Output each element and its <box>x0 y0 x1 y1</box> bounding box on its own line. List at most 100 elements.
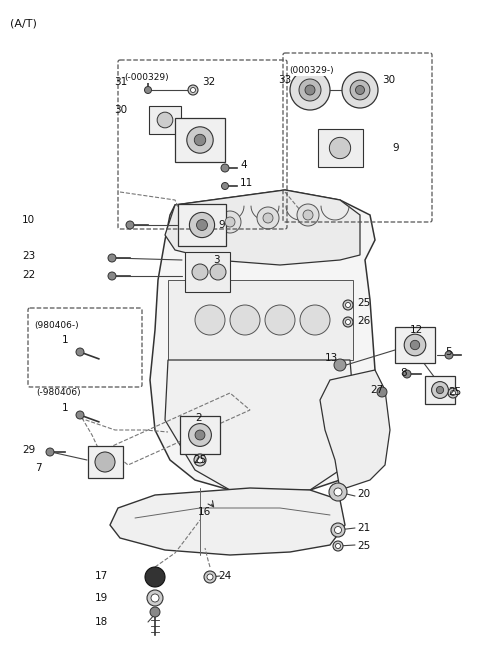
Text: 13: 13 <box>325 353 338 363</box>
Bar <box>175 118 225 162</box>
Circle shape <box>204 571 216 583</box>
Bar <box>178 204 226 246</box>
Circle shape <box>257 207 279 229</box>
Circle shape <box>350 80 370 100</box>
Circle shape <box>329 483 347 501</box>
Circle shape <box>46 448 54 456</box>
Circle shape <box>333 541 343 551</box>
Text: 1: 1 <box>62 335 69 345</box>
Circle shape <box>194 134 206 146</box>
Circle shape <box>221 182 228 190</box>
Bar <box>168 280 353 360</box>
Circle shape <box>187 127 213 154</box>
Circle shape <box>96 453 115 472</box>
Circle shape <box>95 452 115 472</box>
Polygon shape <box>110 488 345 555</box>
Text: 31: 31 <box>114 77 127 87</box>
Circle shape <box>219 211 241 233</box>
Bar <box>425 376 455 404</box>
Circle shape <box>144 87 152 94</box>
Text: 2: 2 <box>195 413 202 423</box>
Text: 23: 23 <box>22 251 35 261</box>
Circle shape <box>335 527 341 533</box>
Bar <box>318 129 363 167</box>
Circle shape <box>194 454 206 466</box>
Text: 33: 33 <box>278 75 291 85</box>
Text: (-980406): (-980406) <box>36 388 81 397</box>
Circle shape <box>195 305 225 335</box>
Circle shape <box>225 217 235 227</box>
Circle shape <box>334 359 346 371</box>
Circle shape <box>210 264 226 280</box>
Circle shape <box>101 458 109 466</box>
Circle shape <box>445 351 453 359</box>
Polygon shape <box>165 190 360 265</box>
Text: 7: 7 <box>35 463 42 473</box>
Text: 10: 10 <box>22 215 35 225</box>
Circle shape <box>230 305 260 335</box>
Circle shape <box>108 254 116 262</box>
Text: 21: 21 <box>357 523 370 533</box>
Text: 29: 29 <box>22 445 35 455</box>
Circle shape <box>192 264 208 280</box>
Circle shape <box>195 430 205 440</box>
Circle shape <box>188 85 198 95</box>
Text: (-000329): (-000329) <box>124 73 168 82</box>
Circle shape <box>334 488 342 496</box>
Polygon shape <box>165 360 355 490</box>
Text: 30: 30 <box>382 75 395 85</box>
Text: 18: 18 <box>95 617 108 627</box>
Circle shape <box>432 382 448 398</box>
Circle shape <box>329 137 350 159</box>
Circle shape <box>403 370 411 378</box>
Circle shape <box>356 85 364 94</box>
Polygon shape <box>150 190 375 495</box>
Text: 22: 22 <box>22 270 35 280</box>
Circle shape <box>76 411 84 419</box>
Bar <box>180 416 220 454</box>
Text: 20: 20 <box>357 489 370 499</box>
Circle shape <box>145 567 165 587</box>
Circle shape <box>76 348 84 356</box>
Circle shape <box>305 85 315 95</box>
Text: 27: 27 <box>370 385 383 395</box>
Circle shape <box>436 386 444 394</box>
Circle shape <box>263 213 273 223</box>
Circle shape <box>290 70 330 110</box>
Bar <box>395 327 435 363</box>
Circle shape <box>197 457 203 463</box>
Text: 12: 12 <box>410 325 423 335</box>
Circle shape <box>126 221 134 229</box>
Text: 8: 8 <box>400 368 407 378</box>
Text: 25: 25 <box>193 455 206 465</box>
Text: 25: 25 <box>448 387 461 397</box>
Text: 25: 25 <box>357 541 370 551</box>
Text: (980406-): (980406-) <box>34 321 79 330</box>
Circle shape <box>451 390 456 396</box>
Circle shape <box>150 607 160 617</box>
Circle shape <box>300 305 330 335</box>
Circle shape <box>196 220 207 230</box>
Text: 1: 1 <box>62 403 69 413</box>
Text: 9: 9 <box>218 220 225 230</box>
Circle shape <box>191 87 195 92</box>
Circle shape <box>336 544 340 548</box>
Circle shape <box>448 388 458 398</box>
Circle shape <box>343 300 353 310</box>
Circle shape <box>343 317 353 327</box>
Bar <box>149 106 181 134</box>
Circle shape <box>331 523 345 537</box>
Circle shape <box>346 302 350 308</box>
Text: 32: 32 <box>202 77 215 87</box>
Circle shape <box>147 590 163 606</box>
Text: 30: 30 <box>114 105 127 115</box>
Circle shape <box>207 574 213 580</box>
Circle shape <box>404 334 426 356</box>
Text: 11: 11 <box>240 178 253 188</box>
Polygon shape <box>320 370 390 490</box>
Bar <box>185 252 230 292</box>
Circle shape <box>342 72 378 108</box>
Circle shape <box>265 305 295 335</box>
Circle shape <box>297 204 319 226</box>
Circle shape <box>151 594 159 602</box>
